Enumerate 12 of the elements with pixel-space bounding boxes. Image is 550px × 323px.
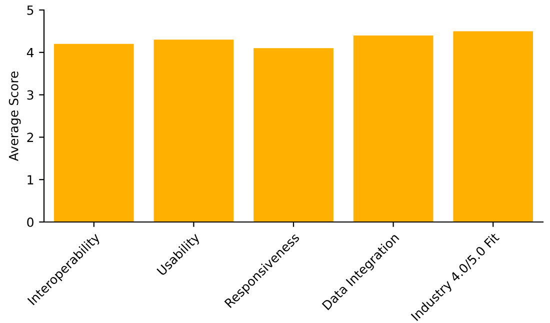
bar <box>54 44 134 222</box>
bar <box>353 35 434 222</box>
y-axis-title: Average Score <box>8 72 21 162</box>
y-tick-label: 2 <box>27 132 34 142</box>
bar <box>254 48 334 222</box>
y-tick-label: 1 <box>28 175 34 184</box>
y-tick-label: 5 <box>27 6 34 15</box>
bar <box>154 40 234 222</box>
y-tick-label: 0 <box>27 217 34 227</box>
bar <box>453 31 534 222</box>
y-tick-label: 4 <box>26 48 34 58</box>
y-tick-label: 3 <box>27 90 34 100</box>
